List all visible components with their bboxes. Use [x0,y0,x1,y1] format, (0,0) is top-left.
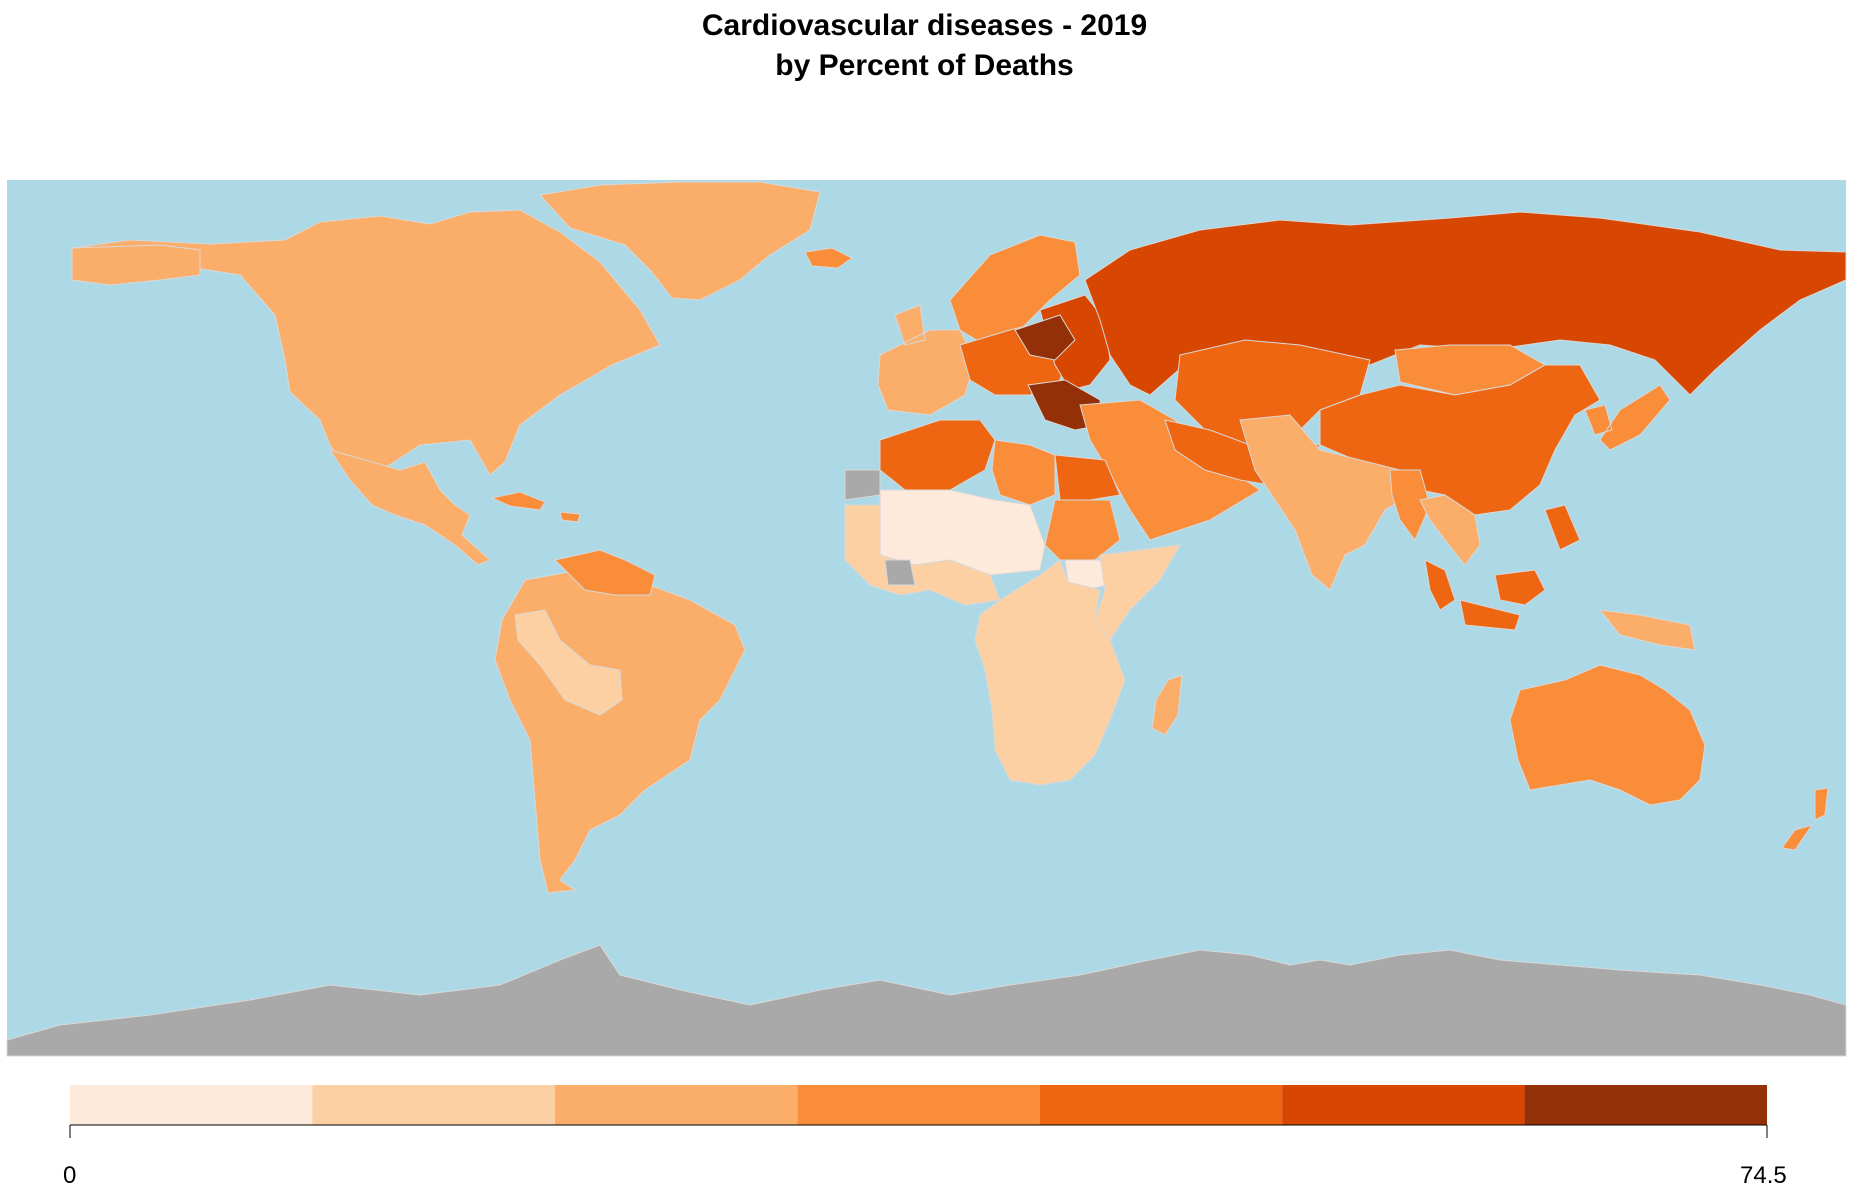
region-libya [991,439,1056,506]
region-south-sudan [1064,559,1109,591]
region-east-africa [1094,544,1181,641]
region-peru-bolivia [514,609,623,716]
region-greenland [539,181,821,301]
region-southeast-asia [1419,494,1481,566]
map-title: Cardiovascular diseases - 2019 [701,9,1148,42]
region-papua-new-guinea [1598,609,1696,651]
legend-max-label: 74.5 [1740,1162,1787,1189]
legend-bin-1 [70,1085,313,1125]
region-madagascar [1151,674,1183,736]
region-canada-usa [71,209,661,476]
region-indonesia-philippines [1424,504,1581,631]
region-iceland [804,247,853,269]
region-antarctica [6,944,1847,1057]
legend-color-bar [70,1085,1767,1125]
legend-bin-3 [554,1085,798,1125]
region-australia [1509,664,1706,806]
region-caribbean [490,491,581,523]
region-india [1239,414,1411,591]
region-venezuela-guianas [554,549,656,596]
region-korea-japan [1584,384,1671,451]
region-mexico-central-america [328,449,491,566]
legend-bin-5 [1039,1085,1283,1125]
legend-bin-7 [1524,1085,1767,1125]
legend-min-label: 0 [63,1162,77,1189]
region-myanmar [1389,469,1431,541]
region-egypt [1054,454,1121,501]
region-north-africa [879,419,996,491]
legend-bin-2 [312,1085,555,1125]
legend-bin-6 [1282,1085,1525,1125]
region-scandinavia [949,234,1081,346]
legend-bin-4 [797,1085,1040,1125]
map-subtitle: by Percent of Deaths [775,49,1074,82]
region-central-southern-africa [974,559,1126,786]
region-cote-divoire [884,559,916,586]
region-alaska [71,244,201,286]
region-western-europe [877,304,976,416]
region-western-sahara [844,469,881,501]
region-new-zealand [1781,787,1829,851]
